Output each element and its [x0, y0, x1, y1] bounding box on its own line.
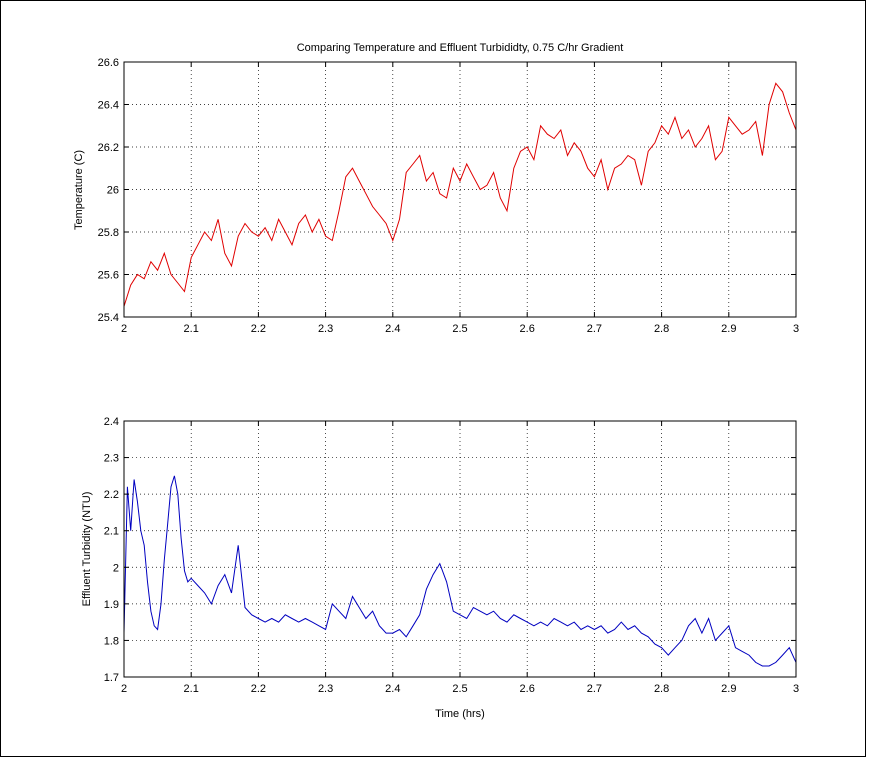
x-tick-label: 2.6 — [520, 683, 535, 695]
x-tick-label: 2.2 — [251, 323, 266, 335]
y-tick-label: 1.9 — [104, 599, 119, 611]
turbidity-grid — [124, 421, 796, 677]
temperature-x-ticks: 2 2.1 2.2 2.3 2.4 2.5 2.6 2.7 2.8 2.9 3 — [121, 62, 799, 335]
y-tick-label: 2.4 — [104, 416, 119, 428]
chart-title: Comparing Temperature and Effluent Turbi… — [297, 42, 624, 54]
x-tick-label: 2.3 — [318, 683, 333, 695]
turbidity-series-line — [123, 475, 797, 667]
x-tick-label: 2.6 — [520, 323, 535, 335]
temperature-y-axis-label: Temperature (C) — [73, 150, 85, 230]
y-tick-label: 1.7 — [104, 672, 119, 684]
x-tick-label: 2.7 — [587, 683, 602, 695]
x-tick-label: 2.5 — [452, 683, 467, 695]
y-tick-label: 25.6 — [98, 270, 119, 282]
turbidity-y-ticks: 1.7 1.8 1.9 2 2.1 2.2 2.3 2.4 — [104, 416, 796, 684]
x-tick-label: 2.3 — [318, 323, 333, 335]
x-tick-label: 3 — [793, 323, 799, 335]
x-tick-label: 2.9 — [721, 323, 736, 335]
x-tick-label: 3 — [793, 683, 799, 695]
x-tick-label: 2.1 — [184, 683, 199, 695]
x-tick-label: 2.9 — [721, 683, 736, 695]
y-tick-label: 25.4 — [98, 312, 119, 324]
turbidity-y-axis-label: Effluent Turbidity (NTU) — [81, 492, 93, 607]
x-tick-label: 2.1 — [184, 323, 199, 335]
y-tick-label: 2.3 — [104, 453, 119, 465]
turbidity-plot: 2 2.1 2.2 2.3 2.4 2.5 2.6 2.7 2.8 2.9 3 1.71.81.92… — [81, 416, 799, 720]
x-tick-label: 2 — [121, 323, 127, 335]
temperature-grid — [124, 62, 796, 317]
turbidity-series — [123, 475, 797, 667]
y-tick-label: 26.6 — [98, 57, 119, 69]
temperature-series-line — [123, 82, 797, 307]
temperature-y-ticks: 25.4 25.6 25.8 26 26.2 26.4 26.6 — [98, 57, 796, 324]
x-tick-label: 2.7 — [587, 323, 602, 335]
x-tick-label: 2.8 — [654, 323, 669, 335]
y-tick-label: 2 — [113, 562, 119, 574]
y-tick-label: 26.2 — [98, 142, 119, 154]
y-tick-label: 2.2 — [104, 489, 119, 501]
y-tick-label: 26 — [107, 185, 119, 197]
temperature-plot: Comparing Temperature and Effluent Turbi… — [73, 42, 799, 335]
temperature-series — [123, 82, 797, 307]
x-tick-label: 2.4 — [385, 323, 400, 335]
x-tick-label: 2.8 — [654, 683, 669, 695]
x-tick-label: 2.2 — [251, 683, 266, 695]
y-tick-label: 25.8 — [98, 227, 119, 239]
x-axis-label: Time (hrs) — [435, 708, 485, 720]
y-tick-label: 26.4 — [98, 100, 119, 112]
y-tick-label: 2.1 — [104, 526, 119, 538]
y-tick-label: 1.8 — [104, 635, 119, 647]
turbidity-x-ticks: 2 2.1 2.2 2.3 2.4 2.5 2.6 2.7 2.8 2.9 3 — [121, 421, 799, 695]
x-tick-label: 2 — [121, 683, 127, 695]
x-tick-label: 2.5 — [452, 323, 467, 335]
x-tick-label: 2.4 — [385, 683, 400, 695]
